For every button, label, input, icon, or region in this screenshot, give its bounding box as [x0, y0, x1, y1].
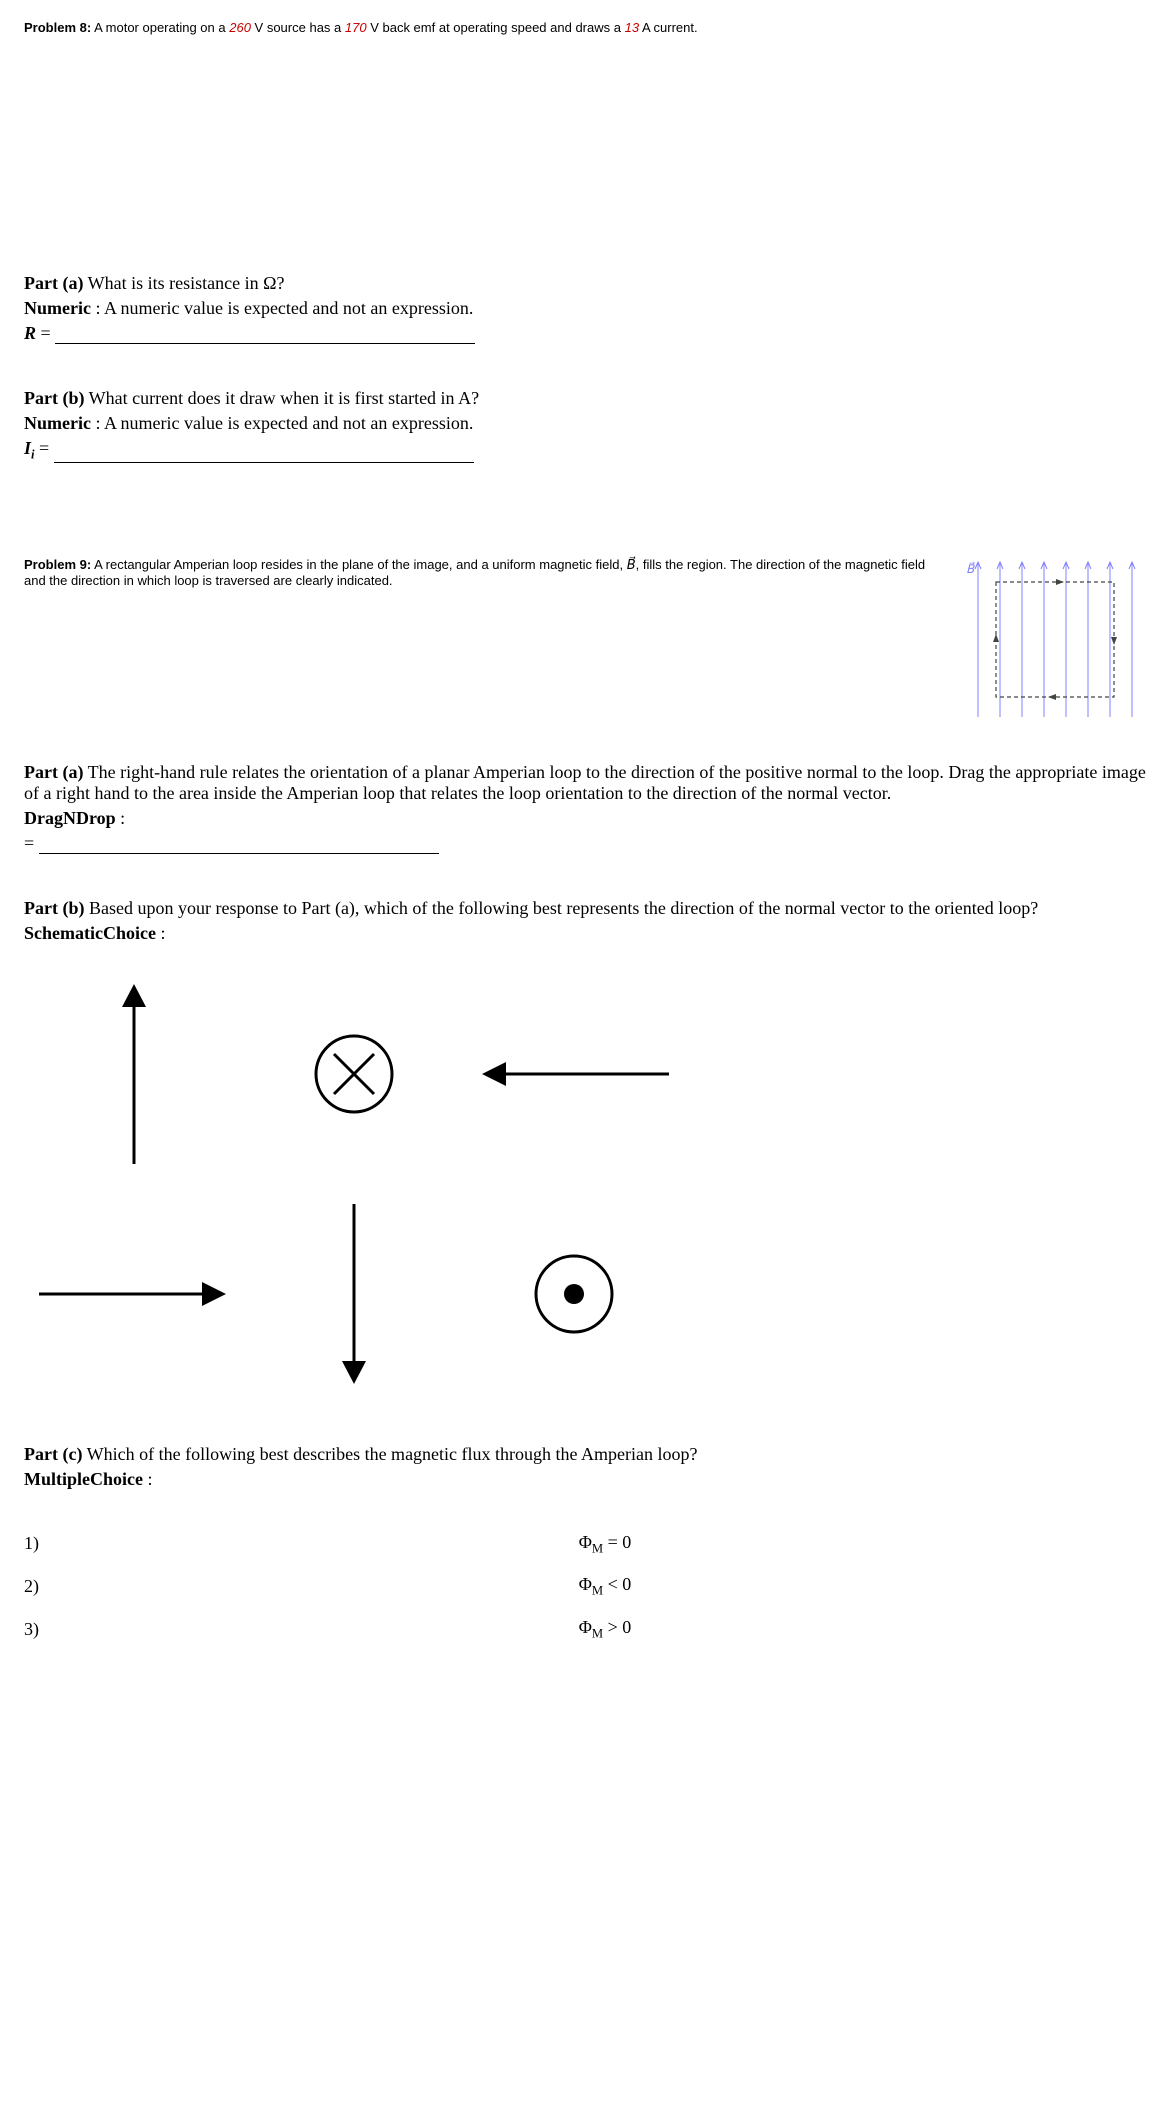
schematic-arrow-up[interactable] [24, 964, 244, 1184]
problem-8-header: Problem 8: A motor operating on a 260 V … [24, 20, 1146, 35]
mc-option-2[interactable]: 2) ΦM < 0 [24, 1574, 1146, 1599]
schematic-arrow-down[interactable] [244, 1184, 464, 1404]
problem-9-header: Problem 9: A rectangular Amperian loop r… [24, 557, 940, 588]
schematic-choice-grid [24, 964, 684, 1404]
b-vector-label: B⃗ [966, 560, 975, 575]
schematic-out-of-page[interactable] [464, 1184, 684, 1404]
p9-part-b: Part (b) Based upon your response to Par… [24, 898, 1146, 919]
p8b-answer-row: Ii = [24, 438, 1146, 463]
schematic-arrow-left[interactable] [464, 964, 684, 1184]
p9a-answer-row: = [24, 833, 1146, 854]
schematic-arrow-right[interactable] [24, 1184, 244, 1404]
mc-option-3[interactable]: 3) ΦM > 0 [24, 1617, 1146, 1642]
mc-option-1[interactable]: 1) ΦM = 0 [24, 1532, 1146, 1557]
p9a-drop-target[interactable] [39, 835, 439, 854]
p8b-answer-input[interactable] [54, 444, 474, 463]
p9-part-c: Part (c) Which of the following best des… [24, 1444, 1146, 1465]
p9-part-a: Part (a) The right-hand rule relates the… [24, 762, 1146, 804]
amperian-loop-figure: B⃗ [956, 557, 1146, 722]
p8a-answer-row: R = [24, 323, 1146, 344]
problem-8-label: Problem 8: [24, 20, 91, 35]
p8-part-b: Part (b) What current does it draw when … [24, 388, 1146, 409]
p8a-answer-input[interactable] [55, 325, 475, 344]
schematic-into-page[interactable] [244, 964, 464, 1184]
p8-part-a: Part (a) What is its resistance in Ω? [24, 273, 1146, 294]
problem-9-label: Problem 9: [24, 557, 91, 572]
